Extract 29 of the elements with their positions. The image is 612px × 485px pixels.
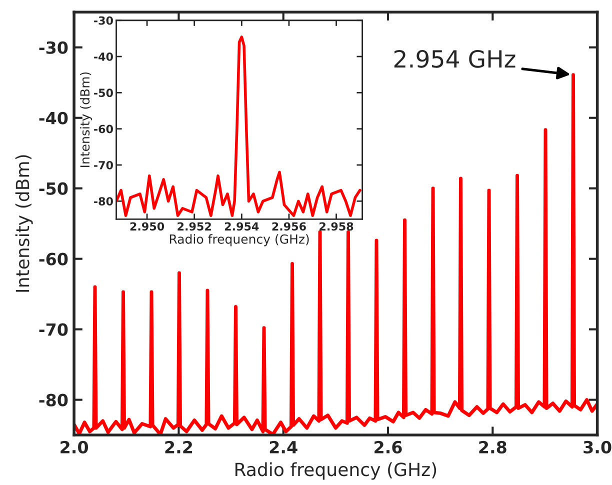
y-axis-title: Intensity (dBm) bbox=[15, 155, 33, 292]
y-tick-label: -30 bbox=[94, 16, 113, 25]
y-tick-label: -70 bbox=[94, 160, 113, 170]
y-tick-label: -50 bbox=[39, 182, 68, 195]
y-tick-label: -80 bbox=[94, 197, 113, 206]
x-tick-label: 2.954 bbox=[224, 222, 259, 231]
x-tick-label: 2.8 bbox=[479, 440, 506, 454]
x-axis-title: Radio frequency (GHz) bbox=[170, 234, 309, 246]
line-series bbox=[116, 36, 362, 217]
y-axis-title: Intensity (dBm) bbox=[80, 72, 92, 167]
y-tick-label: -40 bbox=[94, 52, 113, 61]
x-tick-label: 2.0 bbox=[60, 440, 88, 454]
x-tick-label: 2.4 bbox=[270, 440, 298, 454]
x-tick-label: 2.956 bbox=[272, 222, 306, 231]
y-tick-label: -80 bbox=[39, 394, 68, 406]
x-tick-label: 2.952 bbox=[178, 222, 211, 231]
x-tick-label: 2.958 bbox=[320, 222, 354, 231]
y-tick-label: -70 bbox=[39, 323, 68, 336]
y-tick-label: -60 bbox=[94, 124, 113, 134]
y-tick-label: -60 bbox=[39, 252, 68, 266]
y-tick-label: -30 bbox=[39, 41, 68, 54]
y-tick-label: -50 bbox=[94, 88, 113, 98]
y-tick-label: -40 bbox=[39, 112, 68, 124]
x-tick-label: 2.2 bbox=[165, 440, 192, 454]
annotation: 2.954 GHz bbox=[394, 50, 516, 68]
x-tick-label: 3.0 bbox=[584, 440, 612, 454]
x-tick-label: 2.950 bbox=[130, 222, 164, 231]
x-axis-title: Radio frequency (GHz) bbox=[236, 462, 436, 480]
x-tick-label: 2.6 bbox=[374, 440, 402, 454]
